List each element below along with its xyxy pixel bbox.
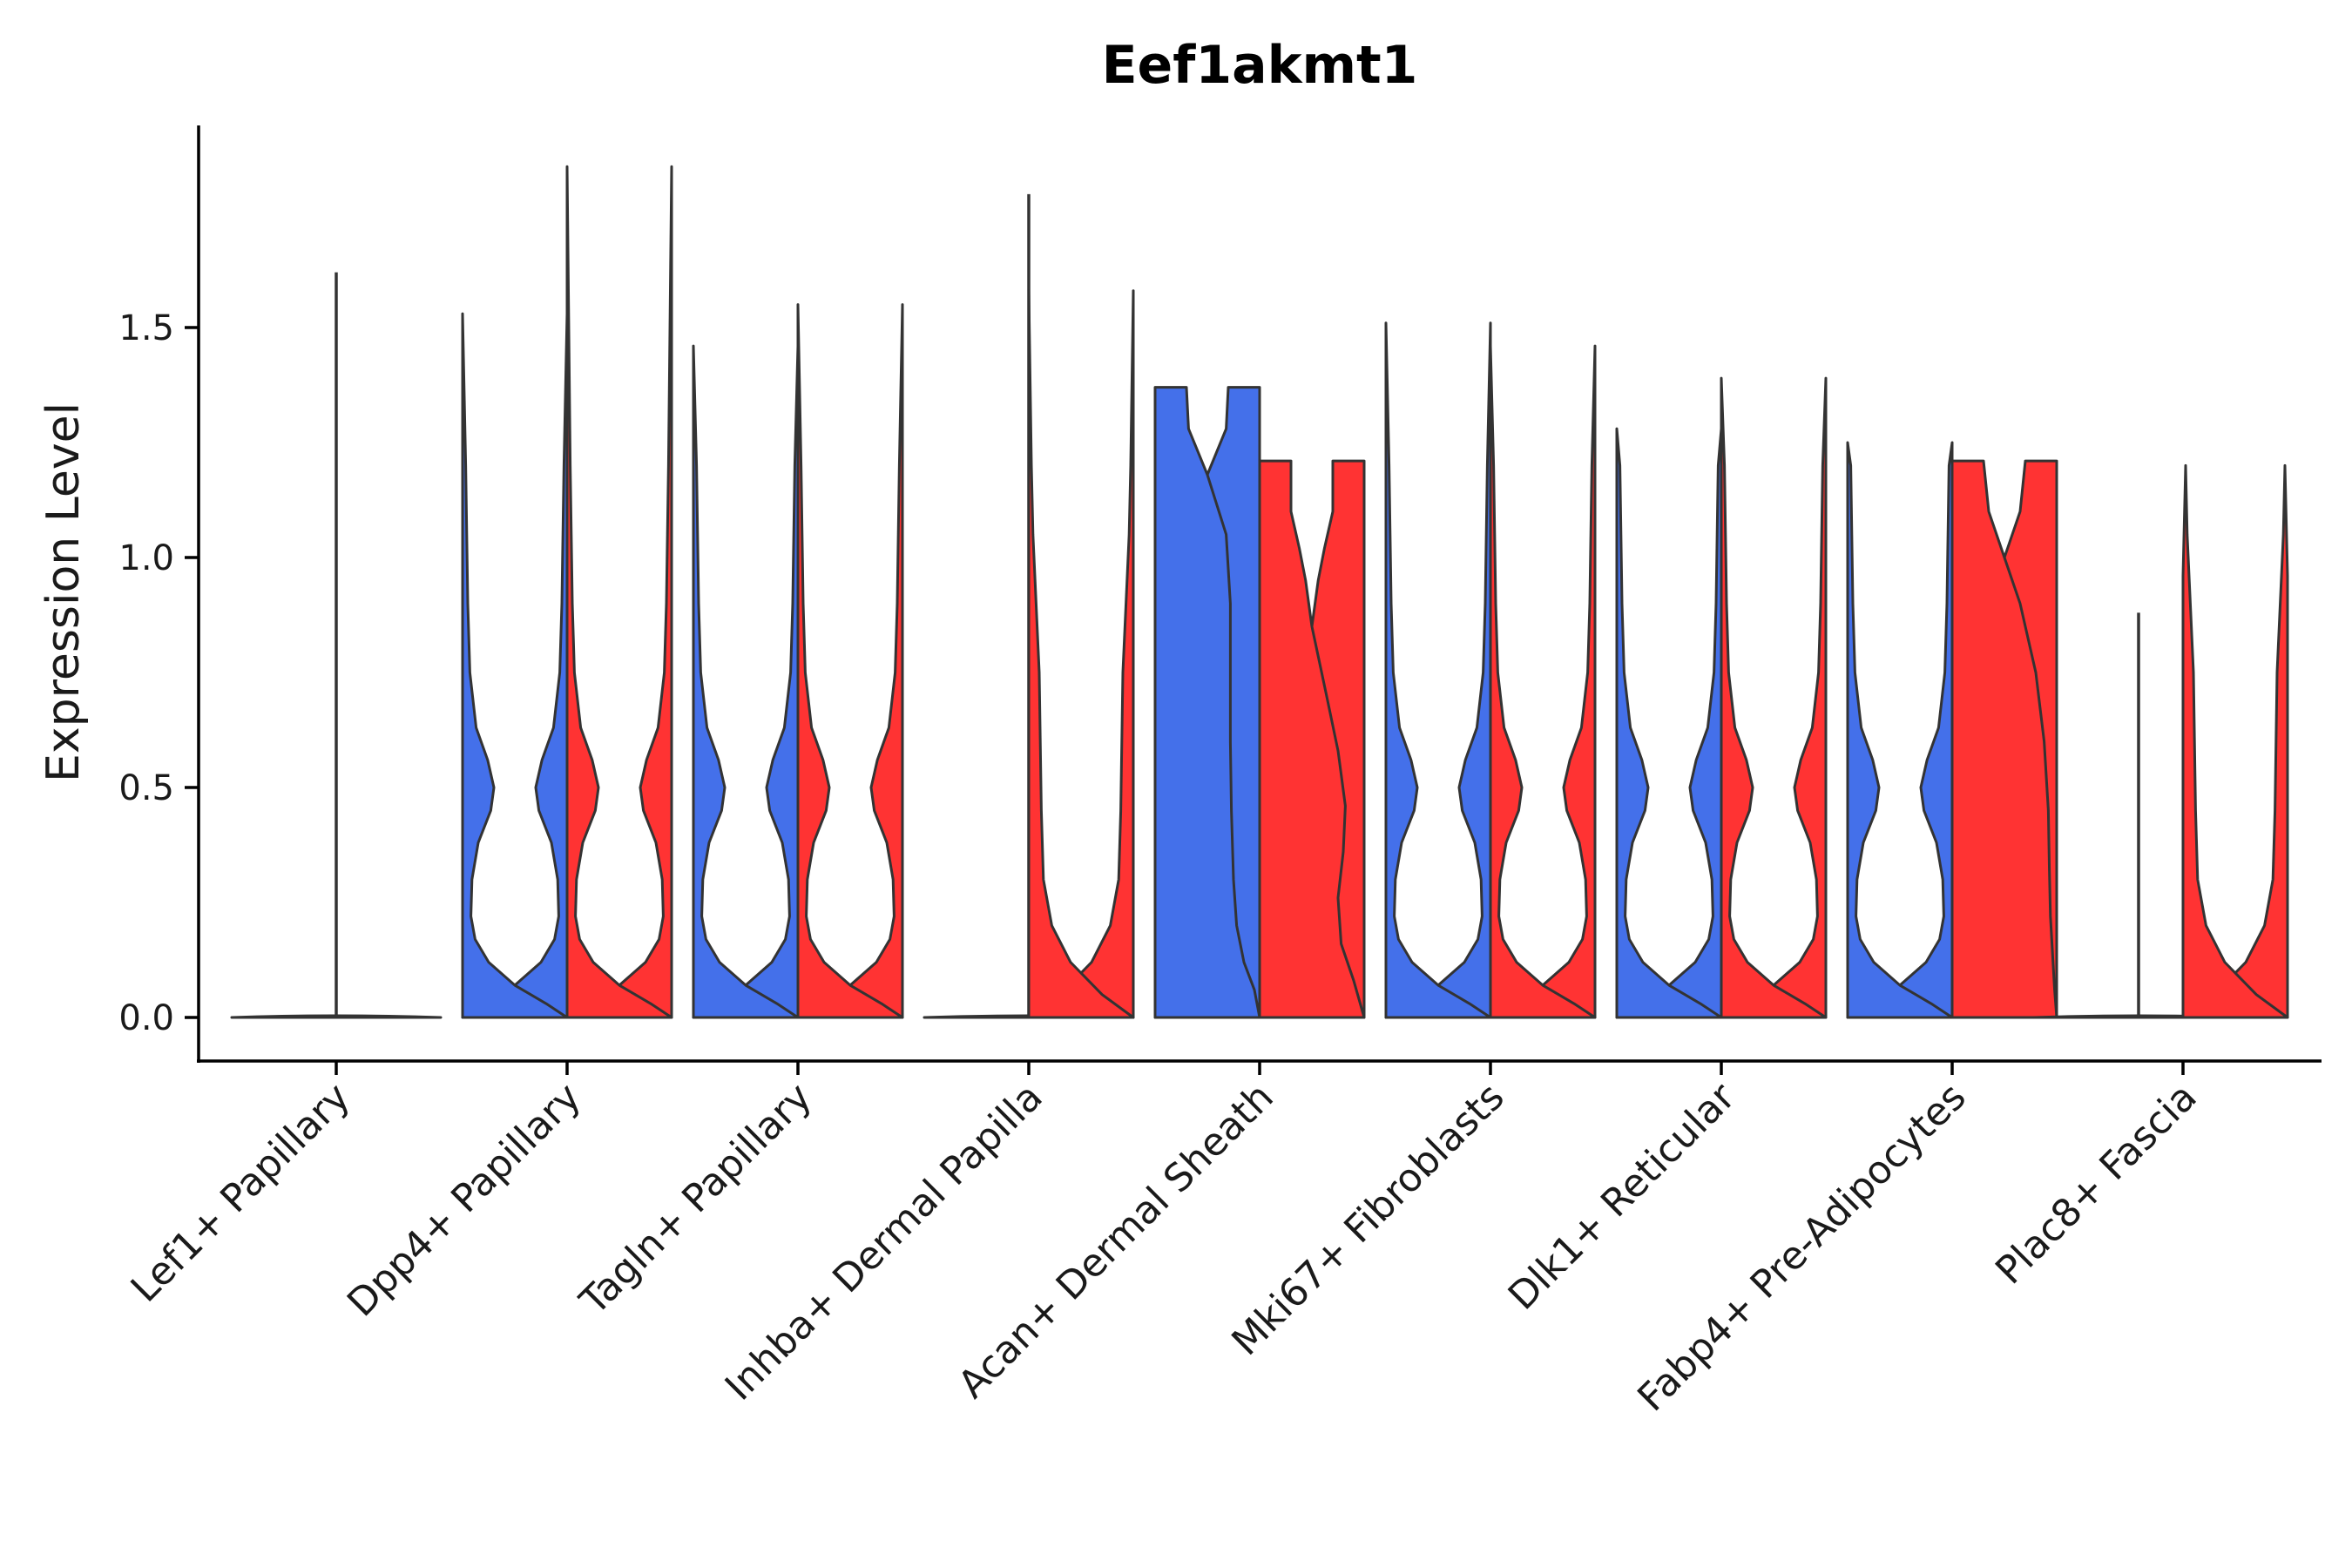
x-category-label: Lef1+ Papillary bbox=[123, 1075, 359, 1311]
x-category-label: Tagln+ Papillary bbox=[571, 1075, 821, 1324]
violin-red bbox=[796, 303, 904, 1019]
violin-red-mirror bbox=[1027, 289, 1135, 1019]
y-tick-label: 1.5 bbox=[118, 308, 174, 348]
violin-blue-mirror bbox=[692, 344, 800, 1019]
violin-blue bbox=[461, 312, 569, 1019]
violin-red-mirror bbox=[2181, 463, 2289, 1019]
violin-blue-mirror bbox=[1615, 427, 1723, 1019]
x-category-label: Plac8+ Fascia bbox=[1987, 1075, 2206, 1294]
y-ticks: 0.0 0.5 1.0 1.5 bbox=[118, 308, 199, 1038]
violin-red-mirror bbox=[1720, 376, 1828, 1019]
violin-red-mirror bbox=[1258, 459, 1366, 1019]
violin-blue-mirror bbox=[1846, 441, 1954, 1019]
chart-title: Eef1akmt1 bbox=[1102, 35, 1418, 96]
violin-blue-mirror bbox=[1384, 321, 1492, 1019]
y-axis-label: Expression Level bbox=[37, 402, 90, 782]
violin-red-mirror bbox=[1950, 459, 2058, 1019]
x-category-label: Dlk1+ Reticular bbox=[1500, 1074, 1745, 1319]
violin-red-mirror bbox=[796, 303, 904, 1019]
violin-red bbox=[1720, 376, 1828, 1019]
violins-layer bbox=[230, 165, 2289, 1019]
violin-red bbox=[1489, 344, 1597, 1019]
y-tick-label: 0.0 bbox=[118, 998, 174, 1038]
y-tick-label: 0.5 bbox=[118, 768, 174, 808]
violin-blue-mirror bbox=[1153, 386, 1261, 1019]
violin-red-mirror bbox=[565, 165, 673, 1019]
violin-red bbox=[565, 165, 673, 1019]
x-category-label: Dpp4+ Papillary bbox=[339, 1075, 590, 1326]
violin-blue bbox=[1615, 427, 1723, 1019]
violin-blue bbox=[1384, 321, 1492, 1019]
violin-blue bbox=[692, 344, 800, 1019]
violin-blue-mirror bbox=[461, 312, 569, 1019]
violin-red-mirror bbox=[1489, 344, 1597, 1019]
y-tick-label: 1.0 bbox=[118, 538, 174, 578]
